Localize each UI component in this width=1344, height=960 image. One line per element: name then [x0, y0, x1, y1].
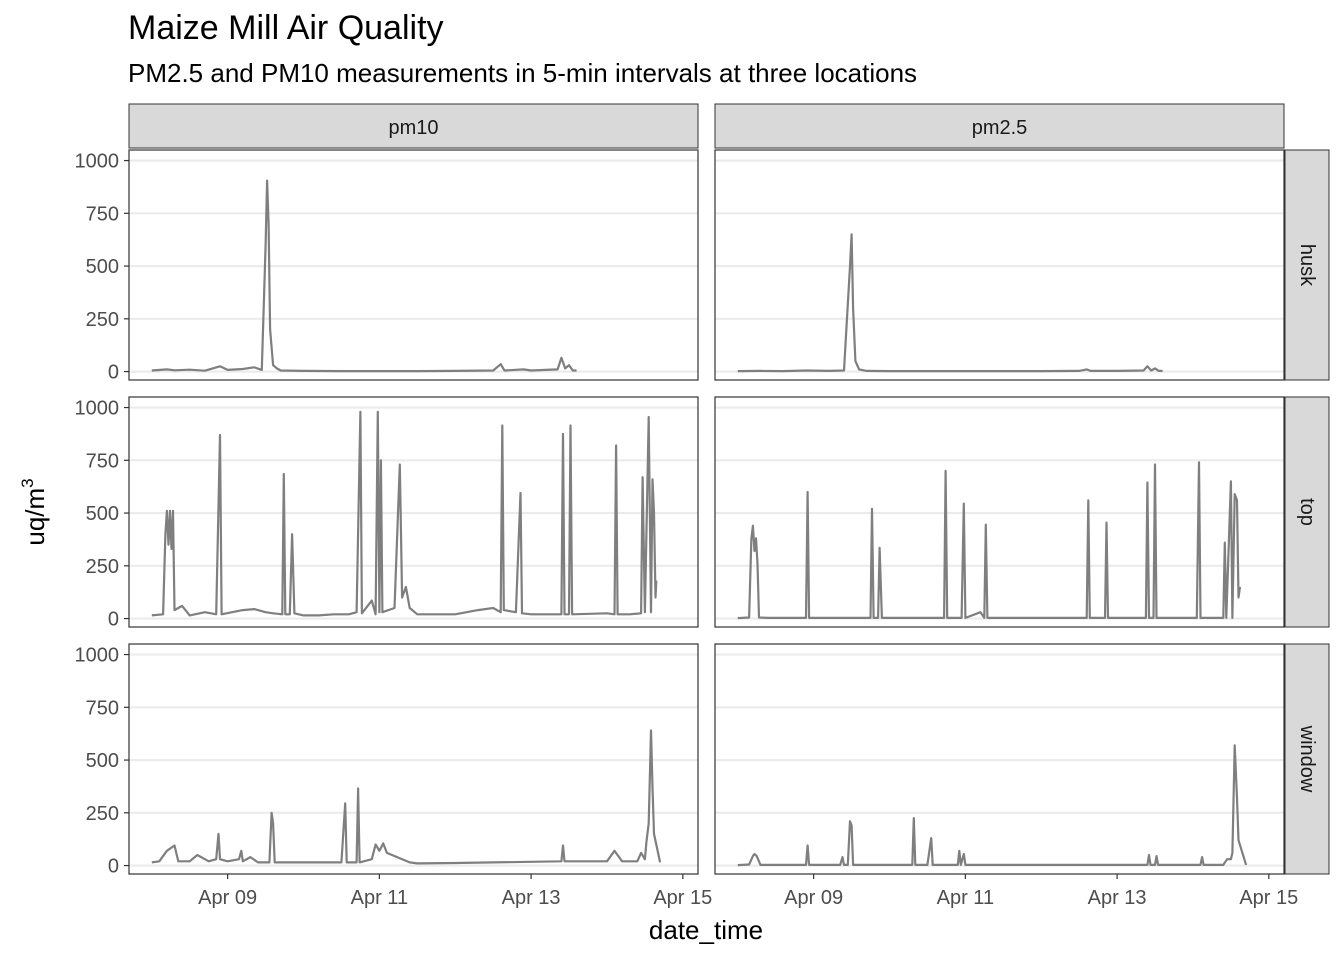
facet-strip-row [1284, 643, 1330, 875]
panel-border [128, 396, 699, 628]
panel-border [714, 396, 1285, 628]
panel-border [714, 149, 1285, 381]
y-tick-label: 0 [108, 362, 119, 384]
y-tick-label: 250 [86, 309, 119, 331]
y-axis-label-main: uq/m [20, 488, 50, 546]
y-tick-label: 1000 [75, 151, 120, 173]
y-tick-label: 750 [86, 203, 119, 225]
panel-border [714, 643, 1285, 875]
y-tick-label: 250 [86, 556, 119, 578]
y-tick-label: 500 [86, 503, 119, 525]
panel-border [128, 643, 699, 875]
x-tick-label: Apr 15 [1239, 887, 1298, 909]
y-axis-label-superscript: 3 [18, 478, 37, 487]
chart-title: Maize Mill Air Quality [128, 9, 444, 47]
x-tick-label: Apr 11 [937, 887, 994, 909]
facet-strip-row-label: husk [1296, 244, 1318, 287]
x-tick-label: Apr 09 [198, 887, 257, 909]
series-line-pm2.5-top [737, 461, 1242, 620]
facet-strip-column [128, 103, 699, 149]
series-line-pm2.5-window [737, 744, 1248, 867]
y-tick-label: 1000 [75, 645, 120, 667]
y-tick-label: 0 [108, 609, 119, 631]
y-tick-label: 500 [86, 256, 119, 278]
x-axis-label: date_time [649, 915, 763, 945]
facet-strip-row-label: top [1296, 498, 1318, 526]
x-tick-label: Apr 11 [351, 887, 408, 909]
plot-layer: pm10 pm2.5 husk top window 0 250 500 750 1000 0 250… [75, 103, 1330, 909]
series-line-pm10-window [151, 729, 662, 865]
y-tick-label: 750 [86, 450, 119, 472]
y-tick-label: 250 [86, 803, 119, 825]
y-tick-label: 500 [86, 750, 119, 772]
facet-strip-row [1284, 396, 1330, 628]
y-tick-label: 1000 [75, 398, 120, 420]
chart-subtitle: PM2.5 and PM10 measurements in 5-min int… [128, 58, 917, 88]
facet-strip-row-label: window [1296, 725, 1318, 793]
panel-border [128, 149, 699, 381]
y-tick-label: 0 [108, 856, 119, 878]
y-axis-label: uq/m3 [18, 478, 50, 545]
x-tick-label: Apr 13 [502, 887, 561, 909]
facet-strip-column-label: pm2.5 [972, 117, 1028, 139]
facet-strip-row [1284, 149, 1330, 381]
facet-strip-column-label: pm10 [388, 117, 438, 139]
x-tick-label: Apr 15 [653, 887, 712, 909]
y-tick-label: 750 [86, 697, 119, 719]
series-line-pm10-husk [151, 179, 577, 373]
facet-strip-column [714, 103, 1285, 149]
series-line-pm10-top [151, 410, 658, 617]
x-tick-label: Apr 09 [784, 887, 843, 909]
x-tick-label: Apr 13 [1088, 887, 1147, 909]
series-line-pm2.5-husk [737, 233, 1163, 373]
